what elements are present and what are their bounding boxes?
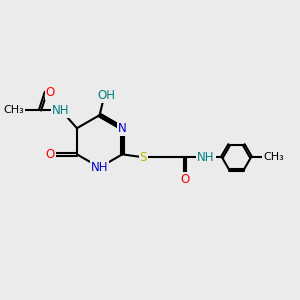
Text: OH: OH bbox=[97, 89, 115, 102]
Text: CH₃: CH₃ bbox=[4, 105, 24, 115]
Text: CH₃: CH₃ bbox=[263, 152, 284, 162]
Text: N: N bbox=[118, 122, 127, 135]
Text: NH: NH bbox=[197, 151, 215, 164]
Text: O: O bbox=[45, 148, 55, 161]
Text: NH: NH bbox=[52, 104, 70, 117]
Text: O: O bbox=[46, 86, 55, 99]
Text: S: S bbox=[140, 151, 147, 164]
Text: O: O bbox=[180, 173, 190, 186]
Text: NH: NH bbox=[91, 161, 108, 174]
